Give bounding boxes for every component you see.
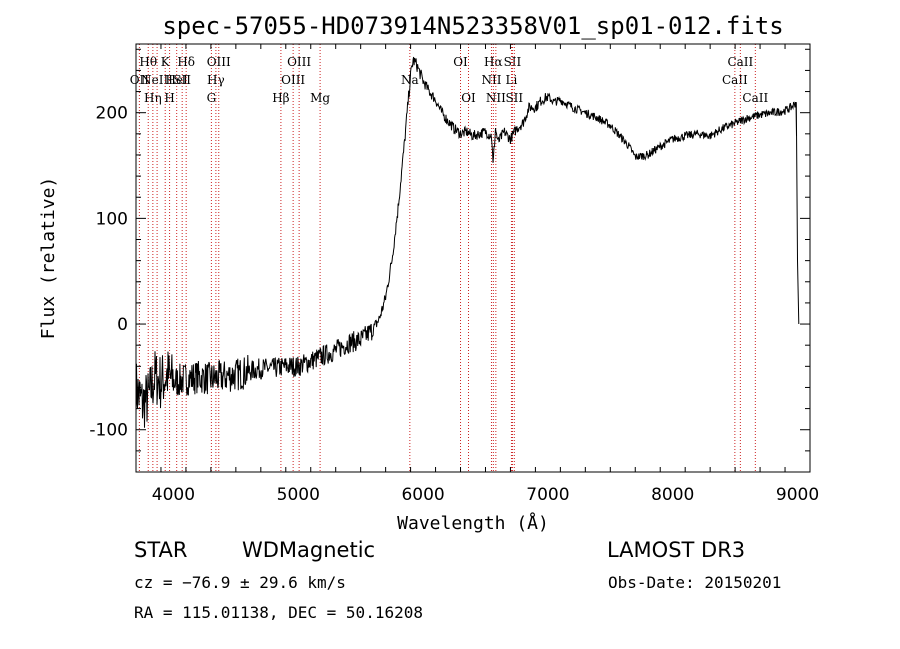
chart-title: spec-57055-HD073914N523358V01_sp01-012.f… [162, 12, 783, 40]
line-label: SII [173, 73, 191, 87]
survey-name: LAMOST DR3 [607, 538, 746, 562]
x-tick-label: 9000 [776, 485, 819, 505]
ra-dec-text: RA = 115.01138, DEC = 50.16208 [134, 603, 423, 622]
line-label: Hγ [207, 73, 225, 87]
line-label: Hα [484, 55, 503, 69]
line-label: SII [504, 55, 522, 69]
line-label: Hθ [139, 55, 157, 69]
line-label: OII [130, 73, 150, 87]
redshift-text: cz = −76.9 ± 29.6 km/s [134, 573, 346, 592]
x-axis-label: Wavelength (Å) [397, 512, 549, 534]
y-tick-label: 100 [96, 209, 128, 229]
y-tick-label: 0 [117, 315, 128, 335]
line-label: Hη [144, 91, 162, 105]
x-tick-label: 7000 [526, 485, 569, 505]
line-label: Hδ [177, 55, 195, 69]
x-tick-label: 6000 [401, 485, 444, 505]
x-tick-label: 8000 [651, 485, 694, 505]
obs-date: Obs-Date: 20150201 [608, 573, 782, 592]
y-tick-label: -100 [89, 421, 128, 441]
y-tick-label: 200 [96, 104, 128, 124]
line-label: OI [453, 55, 468, 69]
line-label: OIII [207, 55, 231, 69]
line-label: OIII [287, 55, 311, 69]
line-label: NII [481, 73, 501, 87]
line-label: CaII [722, 73, 748, 87]
object-class: STAR [134, 538, 188, 562]
x-tick-label: 4000 [152, 485, 195, 505]
y-axis-label: Flux (relative) [38, 177, 59, 340]
line-label: Hβ [272, 91, 289, 105]
spectrum-line [135, 56, 800, 428]
line-label: K [161, 55, 171, 69]
line-label: OI [461, 91, 476, 105]
line-label: H [164, 91, 174, 105]
line-label: CaII [742, 91, 768, 105]
object-subclass: WDMagnetic [242, 538, 376, 562]
line-label: SII [505, 91, 523, 105]
line-label: OIII [281, 73, 305, 87]
line-label: G [207, 91, 217, 105]
plot-frame [135, 43, 811, 473]
line-label: Mg [310, 91, 330, 105]
x-tick-label: 5000 [277, 485, 320, 505]
line-label: NII [486, 91, 506, 105]
line-label: CaII [727, 55, 753, 69]
line-label: Li [506, 73, 518, 87]
